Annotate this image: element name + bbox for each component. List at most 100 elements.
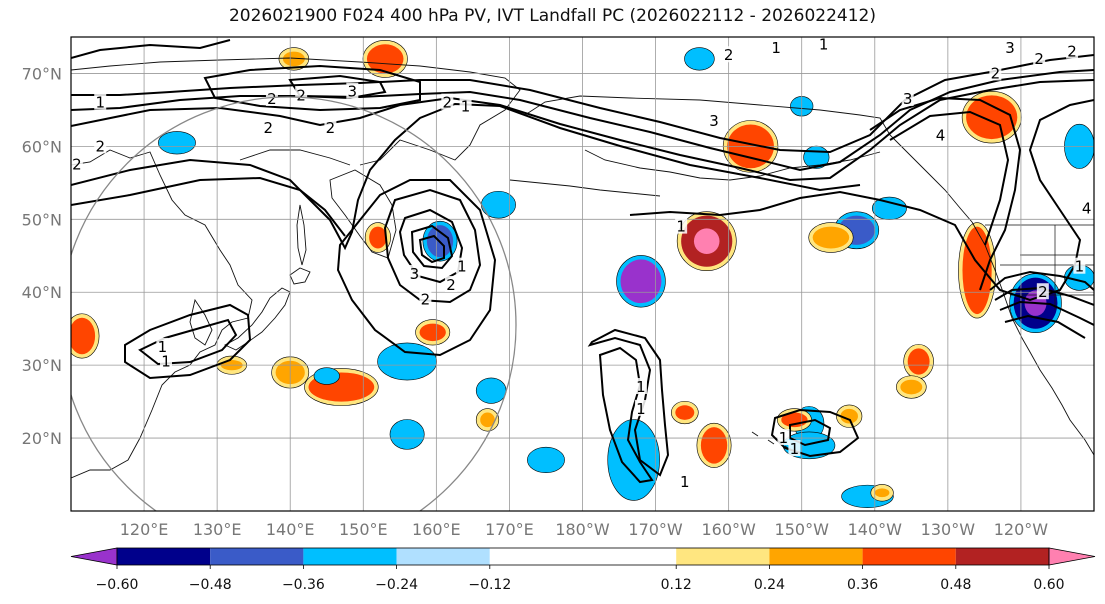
colorbar-segment-4 [396,548,490,565]
pv-anomaly-core-2 [693,228,720,254]
pv-anomaly-region-12 [966,95,1018,140]
contour-label-31: 1 [636,400,646,418]
y-tick-label-4: 60°N [22,137,62,156]
contour-label-26: 1 [457,258,467,276]
y-tick-label-2: 40°N [22,283,62,302]
colorbar-tick-label-0: −0.60 [96,577,139,593]
contour-label-17: 2 [991,64,1001,82]
contour-label-bg-14 [901,89,914,106]
pv-anomaly-region-25 [480,412,495,428]
colorbar-segment-7 [769,548,863,565]
pv-anomaly-region-14 [907,348,930,375]
contour-label-bg-33 [777,429,790,446]
contour-label-bg-19 [1066,42,1079,59]
colorbar-extend-low [70,547,118,566]
contour-label-19: 2 [1067,43,1077,61]
colorbar-tick-label-9: 0.60 [1033,577,1064,593]
y-tick-label-5: 70°N [22,64,62,83]
pv-anomaly-region-24 [480,381,503,400]
pv-anomaly-region-16 [611,423,656,497]
pv-anomaly-region-37 [900,379,923,395]
contour-label-14: 3 [903,90,913,108]
pv-anomaly-core-4 [630,270,652,293]
contour-label-27: 2 [446,276,456,294]
pv-contour-gulf-alaska-3 [889,110,1010,246]
contour-label-6: 3 [348,83,358,101]
pv-anomaly-region-36 [688,51,711,67]
contour-label-12: 1 [819,35,829,53]
x-tick-label-9: 150°W [775,520,830,539]
contour-label-bg-18 [1033,49,1046,66]
contour-label-15: 4 [936,126,946,144]
pv-contour-trough-3 [999,300,1094,326]
colorbar-segment-1 [117,548,211,565]
pv-contour-gulf-alaska-1 [629,99,1094,302]
pv-contour-ridge-2 [71,176,346,237]
x-tick-label-6: 180°W [555,520,610,539]
x-tick-label-0: 120°E [120,520,169,539]
contour-label-18: 2 [1034,50,1044,68]
coastline-siberia [71,57,521,166]
colorbar-tick-label-2: −0.36 [282,577,325,593]
contour-label-bg-9 [459,97,472,114]
pv-anomaly-region-30 [162,135,192,151]
colorbar-segment-2 [210,548,304,565]
contour-label-2: 2 [72,156,82,174]
x-tick-label-7: 170°W [628,520,683,539]
colorbar-tick-label-3: −0.24 [375,577,418,593]
coastline-hokkaido [289,267,311,285]
landfall-pc-circle [71,96,517,511]
colorbar-tick-label-7: 0.36 [847,577,878,593]
contour-label-bg-16 [1003,38,1016,55]
contour-label-bg-1 [94,137,107,154]
pv-contour-trough-4 [1004,314,1086,339]
contour-label-21: 2 [1038,283,1048,301]
contour-label-bg-11 [770,38,783,55]
contour-label-bg-10 [722,46,735,63]
contour-label-23: 1 [676,218,686,236]
contour-label-bg-30 [634,378,647,395]
contour-label-bg-23 [675,217,688,234]
pv-contour-siberia-loop [203,64,421,112]
pv-anomaly-region-22 [840,408,858,424]
contour-label-1: 2 [95,137,105,155]
contour-label-bg-28 [156,337,169,354]
pv-anomaly-region-17 [700,427,728,464]
contour-label-20: 4 [1082,199,1092,217]
contour-label-bg-24 [408,265,421,281]
contour-label-30: 1 [636,378,646,396]
colorbar-tick-label-8: 0.48 [940,577,971,593]
contour-label-bg-26 [455,257,468,274]
pv-contour-trough-1 [989,270,1094,291]
colorbar-segment-6 [676,548,770,565]
contour-label-bg-31 [634,399,647,416]
contour-label-33: 1 [779,429,789,447]
contour-label-4: 2 [267,90,277,108]
colorbar-tick-label-1: −0.48 [189,577,232,593]
pv-anomaly-region-18 [675,405,695,420]
x-tick-label-5: 170°E [485,520,534,539]
contour-label-32: 1 [680,473,690,491]
contour-label-13: 3 [709,112,719,130]
coastline-aleutians [509,179,661,197]
colorbar-segment-8 [862,548,956,565]
colorbar-extend-high [1048,547,1096,566]
pv-contour-hawaii-inner [789,418,832,447]
pv-contour-kuril-low-1 [383,188,482,304]
contour-label-9: 1 [461,97,471,115]
contour-label-0: 1 [95,94,105,112]
contour-label-bg-6 [346,82,359,99]
colorbar-segment-5 [489,548,677,565]
contour-label-10: 2 [724,46,734,64]
us-state-borders [985,224,1094,310]
pv-anomaly-region-31 [71,317,96,355]
contour-label-bg-32 [678,472,691,489]
pv-anomaly-region-15 [812,226,850,249]
contour-label-bg-7 [324,119,337,136]
pv-contour-arctic-2 [71,54,1094,154]
contour-label-bg-20 [1080,199,1093,216]
contour-label-5: 2 [296,86,306,104]
contour-label-bg-5 [295,86,308,103]
contour-label-bg-25 [419,290,432,307]
